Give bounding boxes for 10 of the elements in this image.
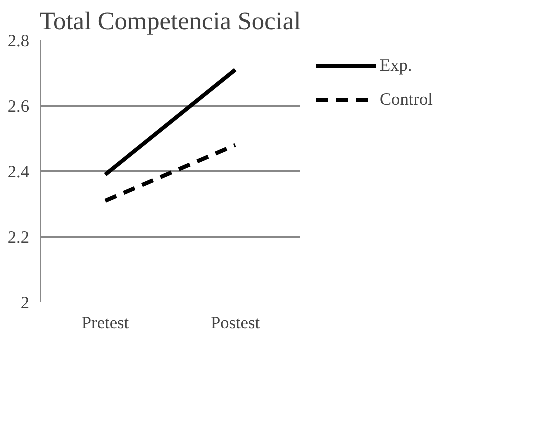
x-tick-label: Postest bbox=[210, 314, 260, 332]
y-tick-label: 2.8 bbox=[8, 32, 30, 50]
y-tick-label: 2.2 bbox=[8, 228, 30, 247]
legend-label: Control bbox=[380, 90, 433, 110]
chart-title: Total Competencia Social bbox=[40, 8, 302, 36]
x-tick-label: Pretest bbox=[82, 314, 130, 332]
legend-label: Exp. bbox=[380, 56, 412, 76]
y-tick-label: 2 bbox=[20, 294, 30, 312]
y-tick-label: 2.4 bbox=[8, 162, 30, 182]
y-tick-label: 2.6 bbox=[8, 97, 30, 116]
